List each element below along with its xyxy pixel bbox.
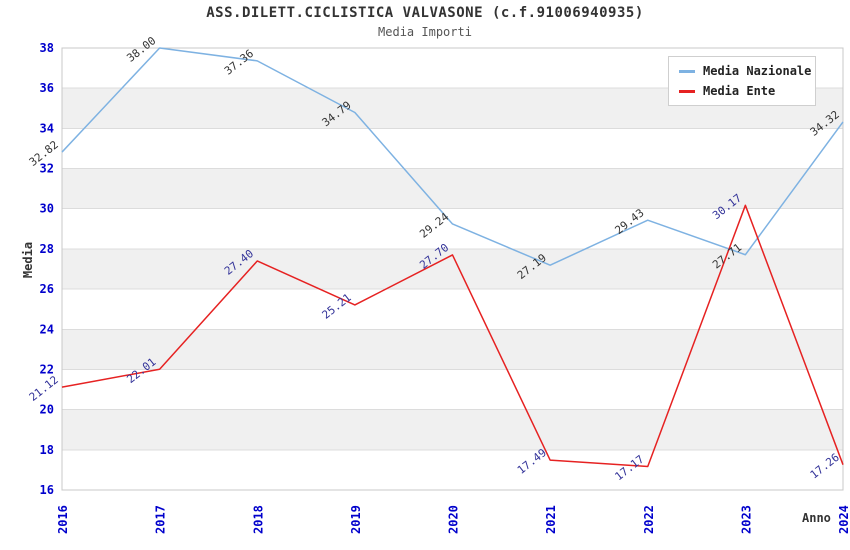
y-tick-label: 34 [40, 121, 54, 135]
x-tick-label: 2019 [349, 505, 363, 534]
series-line-media-nazionale [61, 47, 844, 266]
legend: Media Nazionale Media Ente [668, 56, 816, 106]
y-tick-label: 26 [40, 282, 54, 296]
x-tick-label: 2022 [642, 505, 656, 534]
x-tick-label: 2017 [154, 505, 168, 534]
y-tick-label: 36 [40, 81, 54, 95]
chart-title: ASS.DILETT.CICLISTICA VALVASONE (c.f.910… [206, 5, 644, 21]
plot-border [61, 47, 844, 491]
legend-label: Media Ente [703, 84, 776, 98]
plot-band [62, 449, 843, 490]
legend-item-media-nazionale: Media Nazionale [679, 64, 811, 78]
y-tick-label: 38 [40, 41, 54, 55]
legend-item-media-ente: Media Ente [679, 84, 805, 98]
y-tick-label: 18 [40, 443, 54, 457]
x-tick-label: 2020 [447, 505, 461, 534]
legend-line-swatch-icon [679, 69, 695, 73]
series-line-media-ente [61, 204, 844, 468]
y-tick-label: 22 [40, 362, 54, 376]
x-tick-label: 2023 [739, 505, 753, 534]
x-tick-label: 2021 [544, 505, 558, 534]
y-tick-label: 16 [40, 483, 54, 497]
plot-band [62, 168, 843, 209]
y-tick-label: 32 [40, 162, 54, 176]
plot-band [62, 369, 843, 410]
x-axis-title: Anno [802, 511, 831, 525]
x-tick-label: 2016 [56, 505, 70, 534]
plot-band [62, 289, 843, 330]
data-label-media-ente: 21.12 [27, 373, 61, 404]
y-axis-title: Media [21, 241, 35, 279]
plot-band [62, 128, 843, 169]
x-tick-label: 2018 [251, 505, 265, 534]
y-tick-label: 20 [40, 403, 54, 417]
y-tick-label: 28 [40, 242, 54, 256]
chart-subtitle: Media Importi [378, 25, 472, 39]
legend-line-swatch-icon [679, 89, 695, 93]
x-tick-label: 2024 [837, 505, 850, 534]
plot-band [62, 329, 843, 370]
legend-label: Media Nazionale [703, 64, 812, 78]
plot-band [62, 208, 843, 249]
y-tick-label: 24 [40, 322, 54, 336]
plot-band [62, 409, 843, 450]
y-tick-label: 30 [40, 202, 54, 216]
